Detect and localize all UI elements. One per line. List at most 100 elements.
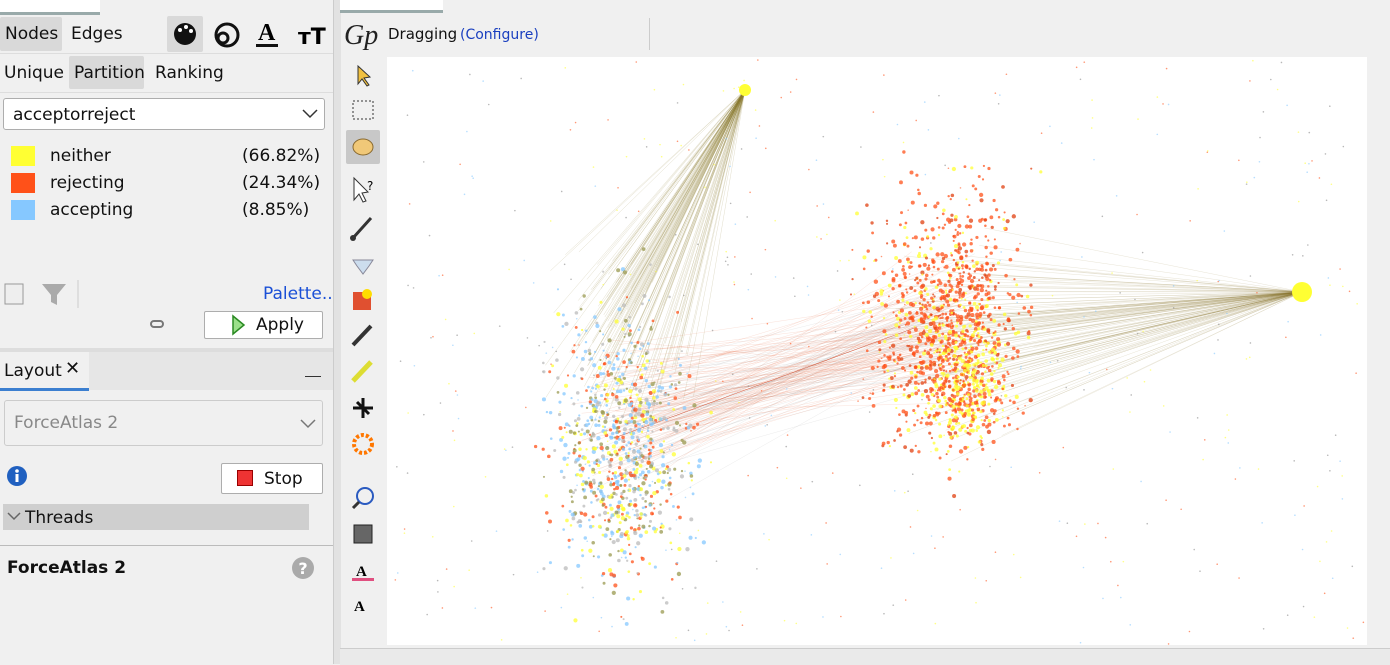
graph-circle [543,341,545,343]
configure-link[interactable]: (Configure) [460,27,539,43]
mode-tab[interactable]: Ranking [155,63,224,83]
graph-circle [963,446,967,450]
graph-circle [442,274,444,276]
graph-circle [1076,535,1078,537]
palette-link[interactable]: Palette... [263,284,338,304]
graph-circle [630,503,633,506]
graph-circle [593,447,597,451]
graph-circle [688,536,692,540]
graph-circle [588,359,591,362]
layout-tab[interactable]: Layout [4,361,62,381]
close-icon[interactable]: ✕ [65,358,80,379]
graph-circle [1343,146,1345,148]
graph-circle [593,166,595,168]
graph-circle [954,333,958,337]
graph-circle [1144,381,1146,383]
mode-tab[interactable]: Unique [4,63,64,83]
chain-icon[interactable] [150,318,164,330]
graph-circle [938,348,941,351]
graph-circle [608,553,612,557]
graph-circle [549,411,552,414]
graph-circle [1112,388,1114,390]
graph-circle [1019,243,1021,245]
graph-circle [1193,549,1195,551]
graph-circle [545,352,547,354]
graph-circle [882,389,885,392]
info-icon[interactable] [6,465,28,487]
graph-circle [987,167,990,170]
graph-circle [1009,399,1012,402]
graph-circle [903,242,907,246]
graph-circle [946,316,949,319]
graph-circle [743,80,745,82]
graph-circle [912,473,914,475]
graph-canvas[interactable] [387,57,1367,645]
graph-circle [627,570,630,573]
graph-circle [688,149,690,151]
graph-circle [766,424,768,426]
graph-circle [564,67,566,69]
legend-tools[interactable] [2,280,82,308]
graph-circle [638,211,640,213]
graph-circle [612,540,616,544]
graph-circle [939,368,942,371]
graph-circle [604,383,608,387]
graph-circle [1270,79,1272,81]
graph-circle [609,504,612,507]
graph-circle [891,385,895,389]
graph-circle [624,333,626,335]
graph-circle [823,203,825,205]
graph-circle [907,379,911,383]
graph-circle [892,311,894,313]
graph-circle [882,159,884,161]
graph-circle [995,418,999,422]
appearance-icons[interactable]: A тT [170,18,330,50]
graph-circle [917,405,920,408]
graph-circle [471,175,473,177]
mode-tab[interactable]: Partition [74,63,145,83]
minimize-icon[interactable] [305,376,321,377]
graph-circle [942,358,945,361]
graph-circle [979,390,983,394]
graph-circle [994,245,998,249]
graph-circle [1016,355,1019,358]
graph-circle [944,283,948,287]
graph-circle [615,431,618,434]
graph-circle [972,378,976,382]
graph-circle [1202,459,1204,461]
graph-circle [959,304,962,307]
graph-circle [605,527,609,531]
graph-circle [871,232,874,235]
graph-circle [1227,442,1229,444]
graph-circle [954,346,958,350]
graph-circle [662,597,665,600]
graph-circle [683,295,685,297]
nodes-tab[interactable]: Nodes [5,24,58,44]
graph-toolbar[interactable]: ? A A [345,58,383,618]
graph-circle [1112,468,1114,470]
graph-circle [981,276,984,279]
help-icon[interactable]: ? [291,556,315,580]
graph-circle [965,379,967,381]
graph-circle [957,368,959,370]
graph-circle [968,204,970,206]
graph-circle [544,610,546,612]
graph-circle [924,342,927,345]
graph-circle [1173,285,1175,287]
graph-circle [598,471,601,474]
graph-circle [970,279,974,283]
edges-tab[interactable]: Edges [71,24,123,44]
graph-circle [1235,478,1237,480]
graph-circle [973,394,977,398]
graph-circle [547,455,551,459]
graph-circle [924,101,926,103]
graph-circle [947,337,951,341]
graph-circle [914,289,917,292]
graph-circle [618,375,621,378]
graph-circle [935,349,938,352]
graph-circle [993,409,996,412]
graph-circle [514,210,516,212]
graph-circle [640,413,644,417]
graph-circle [988,332,990,334]
